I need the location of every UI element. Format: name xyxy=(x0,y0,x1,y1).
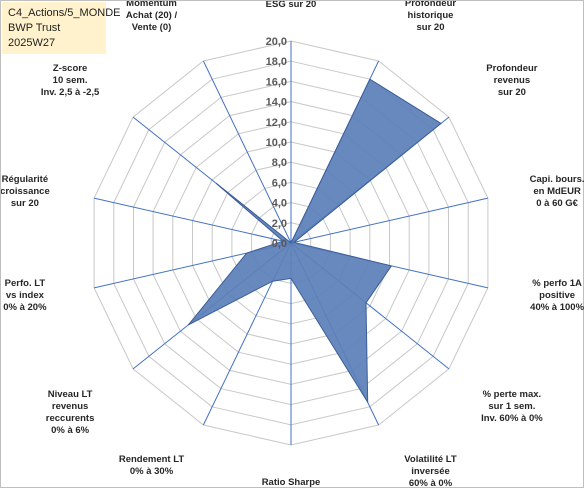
axis-label-2: Profondeur revenus sur 20 xyxy=(486,63,537,98)
axis-label-line: historique xyxy=(408,10,454,21)
axis-label-line: % perte max. xyxy=(483,389,542,400)
axis-label-line: Achat (20) / xyxy=(126,10,178,21)
tick-label: 10,0 xyxy=(266,137,287,149)
tick-label: 18,0 xyxy=(266,56,287,68)
axis-label-line: Rendement LT xyxy=(119,454,184,465)
tick-label: 16,0 xyxy=(266,76,287,88)
axis-label-line: Capi. bours. xyxy=(530,174,584,185)
axis-label-line: revenus xyxy=(52,401,88,412)
axis-label-line: 0% à 20% xyxy=(3,302,47,313)
axis-label-4: % perfo 1A positive 40% à 100% xyxy=(530,278,584,313)
axis-label-6: Volatilité LT inversée 60% à 0% xyxy=(404,454,457,489)
axis-label-line: revenus xyxy=(494,75,530,86)
tick-label: 20,0 xyxy=(266,36,287,48)
axis-label-line: Volatilité LT xyxy=(404,454,457,465)
axis-label-1: Profondeur historique sur 20 xyxy=(405,1,456,33)
axis-label-13: Momentum Achat (20) / Vente (0) xyxy=(126,1,178,33)
axis-label-line: sur 1 sem. xyxy=(488,401,535,412)
tick-label: 8,0 xyxy=(272,157,287,169)
tick-label: 12,0 xyxy=(266,117,287,129)
chart-title-line-1: C4_Actions/5_MONDE xyxy=(8,7,121,19)
axis-label-line: 0% à 6% xyxy=(51,425,90,436)
axis-label-line: Niveau LT xyxy=(48,389,93,400)
axis-label-line: sur 20 xyxy=(11,198,39,209)
axis-label-12: Z-score 10 sem. Inv. 2,5 à -2,5 xyxy=(41,63,100,98)
axis-label-line: reccurents xyxy=(46,413,95,424)
chart-title-box: C4_Actions/5_MONDE BWP Trust 2025W27 xyxy=(2,2,121,54)
tick-label: 0,0 xyxy=(272,238,287,250)
axis-label-line: Régularité xyxy=(2,174,48,185)
axis-label-7: Ratio Sharpe0 à 2 xyxy=(262,477,321,489)
axis-label-line: Inv. 60% à 0% xyxy=(481,413,543,424)
axis-label-10: Perfo. LT vs index 0% à 20% xyxy=(3,278,47,313)
axis-label-5: % perte max. sur 1 sem. Inv. 60% à 0% xyxy=(481,389,543,424)
axis-label-line: Ratio Sharpe xyxy=(262,477,321,488)
spoke-3 xyxy=(290,197,489,244)
axis-label-line: en MdEUR xyxy=(533,186,581,197)
axis-label-line: 40% à 100% xyxy=(530,302,584,313)
axis-label-line: inversée xyxy=(411,466,450,477)
axis-label-line: 60% à 0% xyxy=(409,478,453,489)
tick-label: 6,0 xyxy=(272,177,287,189)
axis-label-11: Régularité croissance sur 20 xyxy=(1,174,50,209)
axis-label-line: Z-score xyxy=(53,63,87,74)
spoke-11 xyxy=(93,197,292,244)
axis-label-line: Vente (0) xyxy=(132,22,172,33)
axis-label-line: ESG sur 20 xyxy=(266,1,317,10)
axis-label-line: Perfo. LT xyxy=(5,278,46,289)
tick-label: 14,0 xyxy=(266,97,287,109)
chart-title-line-2: BWP Trust xyxy=(8,22,61,34)
axis-label-line: Inv. 2,5 à -2,5 xyxy=(41,87,100,98)
chart-title-line-3: 2025W27 xyxy=(8,37,56,49)
axis-label-line: positive xyxy=(539,290,575,301)
axis-label-line: sur 20 xyxy=(498,87,526,98)
axis-label-line: sur 20 xyxy=(417,22,445,33)
axis-label-line: 0% à 30% xyxy=(130,466,174,477)
axis-label-0: NoteESG sur 20 xyxy=(266,1,317,10)
axis-label-line: Profondeur xyxy=(405,1,456,9)
data-series-area xyxy=(187,78,442,405)
axis-label-line: 0 à 60 G€ xyxy=(536,198,578,209)
axis-label-line: Profondeur xyxy=(486,63,537,74)
tick-label: 2,0 xyxy=(272,218,287,230)
axis-label-8: Rendement LT 0% à 30% xyxy=(119,454,184,477)
axis-label-line: croissance xyxy=(1,186,50,197)
tick-label: 4,0 xyxy=(272,198,287,210)
axis-label-line: vs index xyxy=(6,290,45,301)
axis-label-3: Capi. bours. en MdEUR 0 à 60 G€ xyxy=(530,174,584,209)
axis-label-9: Niveau LT revenus reccurents 0% à 6% xyxy=(46,389,95,436)
axis-label-line: % perfo 1A xyxy=(532,278,582,289)
axis-label-line: Momentum xyxy=(126,1,177,9)
axis-label-line: 10 sem. xyxy=(53,75,88,86)
spoke-13 xyxy=(202,60,292,244)
